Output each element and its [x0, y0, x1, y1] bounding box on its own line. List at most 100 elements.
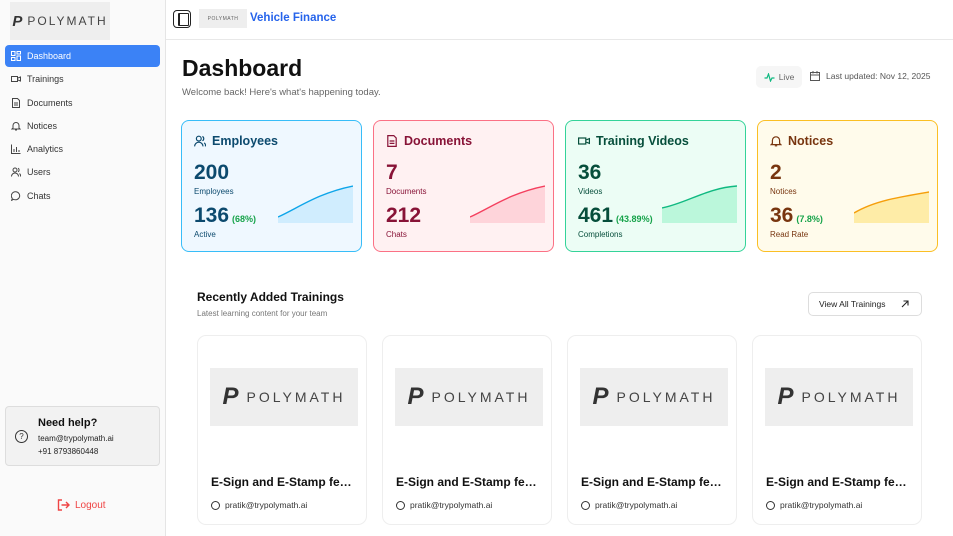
- logo[interactable]: P POLYMATH: [10, 2, 110, 40]
- sidebar-item-analytics[interactable]: Analytics: [5, 138, 160, 160]
- card-primary-label: Documents: [386, 187, 427, 196]
- sidebar-item-notices[interactable]: Notices: [5, 115, 160, 137]
- card-title: Employees: [212, 134, 279, 148]
- card-primary-value: 7: [386, 161, 398, 184]
- training-name: E-Sign and E-Stamp fe…: [396, 475, 537, 489]
- view-all-label: View All Trainings: [819, 299, 886, 309]
- card-primary-label: Notices: [770, 187, 797, 196]
- value: 136: [194, 204, 230, 227]
- user-circle-icon: [211, 500, 220, 510]
- training-card[interactable]: P POLYMATH E-Sign and E-Stamp fe… pratik@…: [382, 335, 552, 525]
- user-circle-icon: [581, 500, 590, 510]
- training-thumbnail: P POLYMATH: [765, 368, 913, 426]
- sidebar-item-chats[interactable]: Chats: [5, 185, 160, 207]
- card-secondary-value: 461 (43.89%): [578, 204, 653, 228]
- card-primary-value: 36: [578, 161, 602, 184]
- card-secondary-label: Chats: [386, 230, 407, 239]
- live-label: Live: [778, 72, 795, 82]
- author-email: pratik@trypolymath.ai: [225, 500, 308, 510]
- sidebar-item-label: Dashboard: [27, 51, 72, 61]
- bell-icon: [11, 121, 21, 131]
- card-title: Notices: [788, 134, 834, 148]
- bar-chart-icon: [11, 144, 21, 155]
- last-updated: Last updated: Nov 12, 2025: [810, 71, 930, 81]
- card-secondary-label: Active: [194, 230, 216, 239]
- author-email: pratik@trypolymath.ai: [780, 500, 863, 510]
- stat-card-employees[interactable]: Employees 200 Employees 136 (68%) Active: [181, 120, 362, 252]
- training-card[interactable]: P POLYMATH E-Sign and E-Stamp fe… pratik@…: [752, 335, 922, 525]
- bell-icon: [770, 136, 782, 147]
- logo-mark-icon: P: [777, 383, 794, 410]
- logout-label: Logout: [75, 499, 106, 511]
- help-email[interactable]: team@trypolymath.ai: [38, 434, 114, 443]
- sidebar-item-label: Analytics: [27, 144, 64, 155]
- user-circle-icon: [766, 500, 775, 510]
- card-percent: (68%): [232, 214, 257, 224]
- logo-mark-icon: P: [222, 383, 239, 410]
- card-secondary-value: 212: [386, 204, 421, 228]
- help-box: ? Need help? team@trypolymath.ai +91 879…: [5, 406, 160, 466]
- sidebar-item-label: Trainings: [27, 74, 64, 85]
- activity-icon: [764, 72, 775, 82]
- card-primary-label: Videos: [578, 187, 603, 196]
- section-subtitle: Latest learning content for your team: [197, 309, 328, 318]
- users-icon: [194, 135, 206, 147]
- training-author: pratik@trypolymath.ai: [396, 500, 492, 510]
- chat-icon: [11, 191, 21, 201]
- value: 461: [578, 204, 614, 227]
- author-email: pratik@trypolymath.ai: [410, 500, 493, 510]
- card-header: Notices: [770, 134, 833, 148]
- view-all-trainings-button[interactable]: View All Trainings: [808, 292, 922, 316]
- logout-icon: [57, 499, 70, 511]
- card-primary-value: 200: [194, 161, 230, 184]
- topbar: POLYMATH Vehicle Finance: [166, 0, 953, 40]
- training-name: E-Sign and E-Stamp fe…: [766, 475, 907, 489]
- sparkline-chart: [470, 185, 545, 223]
- stat-card-training-videos[interactable]: Training Videos 36 Videos 461 (43.89%) Co…: [565, 120, 746, 252]
- sidebar-item-dashboard[interactable]: Dashboard: [5, 45, 160, 67]
- help-icon: ?: [15, 430, 28, 443]
- card-percent: (43.89%): [616, 214, 653, 224]
- card-percent: (7.8%): [796, 214, 823, 224]
- sidebar-item-trainings[interactable]: Trainings: [5, 68, 160, 90]
- document-icon: [12, 97, 20, 108]
- card-primary-value: 2: [770, 161, 782, 184]
- sidebar-toggle-icon[interactable]: [173, 10, 191, 28]
- card-secondary-value: 136 (68%): [194, 204, 256, 228]
- thumbnail-text: POLYMATH: [246, 389, 346, 405]
- value: 212: [386, 204, 422, 227]
- value: 36: [770, 204, 794, 227]
- training-card[interactable]: P POLYMATH E-Sign and E-Stamp fe… pratik@…: [567, 335, 737, 525]
- document-icon: [387, 135, 397, 147]
- page-subtitle: Welcome back! Here's what's happening to…: [182, 87, 381, 98]
- card-secondary-label: Read Rate: [770, 230, 809, 239]
- training-author: pratik@trypolymath.ai: [211, 500, 307, 510]
- stat-card-documents[interactable]: Documents 7 Documents 212 Chats: [373, 120, 554, 252]
- logo-mark-icon: P: [407, 383, 424, 410]
- sidebar: P POLYMATH Dashboard Trainings Documents…: [0, 0, 166, 536]
- live-badge: Live: [756, 66, 802, 88]
- logout-button[interactable]: Logout: [57, 499, 106, 511]
- video-icon: [578, 137, 590, 145]
- sidebar-item-users[interactable]: Users: [5, 161, 160, 183]
- sidebar-item-documents[interactable]: Documents: [5, 92, 160, 114]
- arrow-up-right-icon: [901, 300, 909, 308]
- stat-card-notices[interactable]: Notices 2 Notices 36 (7.8%) Read Rate: [757, 120, 938, 252]
- training-name: E-Sign and E-Stamp fe…: [581, 475, 722, 489]
- help-phone[interactable]: +91 8793860448: [38, 447, 99, 456]
- card-header: Documents: [386, 134, 472, 148]
- section-title: Recently Added Trainings: [197, 290, 344, 304]
- training-author: pratik@trypolymath.ai: [581, 500, 677, 510]
- workspace-name[interactable]: Vehicle Finance: [250, 12, 337, 24]
- last-updated-text: Last updated: Nov 12, 2025: [826, 71, 931, 81]
- training-name: E-Sign and E-Stamp fe…: [211, 475, 352, 489]
- grid-icon: [11, 51, 21, 61]
- training-thumbnail: P POLYMATH: [580, 368, 728, 426]
- training-card[interactable]: P POLYMATH E-Sign and E-Stamp fe… pratik@…: [197, 335, 367, 525]
- card-title: Training Videos: [596, 134, 689, 148]
- card-header: Employees: [194, 134, 278, 148]
- user-circle-icon: [396, 500, 405, 510]
- card-header: Training Videos: [578, 134, 689, 148]
- calendar-icon: [810, 71, 820, 81]
- page-title: Dashboard: [182, 55, 303, 81]
